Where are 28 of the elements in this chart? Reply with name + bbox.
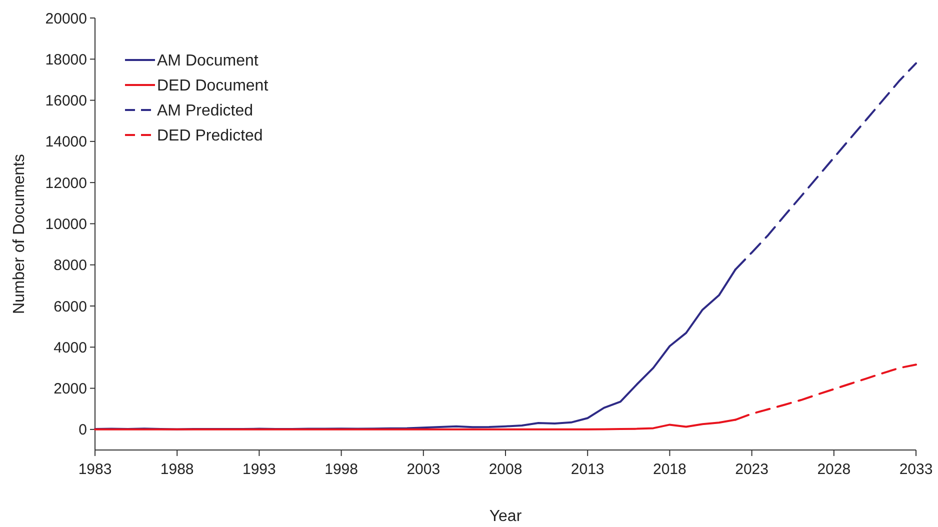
y-tick-label: 4000	[54, 339, 87, 356]
legend-label: AM Document	[157, 52, 259, 70]
x-tick-label: 2008	[488, 461, 522, 478]
x-axis-title: Year	[489, 508, 522, 525]
x-tick-label: 1998	[324, 461, 358, 478]
x-tick-label: 2013	[570, 461, 604, 478]
y-axis-title: Number of Documents	[11, 154, 28, 314]
y-tick-label: 14000	[45, 134, 87, 151]
x-tick-label: 2003	[406, 461, 440, 478]
legend-label: DED Document	[157, 78, 269, 95]
legend-label: DED Predicted	[157, 128, 263, 145]
y-tick-label: 12000	[45, 174, 87, 192]
y-tick-label: 18000	[45, 51, 87, 68]
x-tick-label: 1993	[242, 461, 276, 478]
y-tick-label: 20000	[45, 10, 87, 28]
x-tick-label: 2028	[817, 461, 851, 478]
y-tick-label: 6000	[54, 298, 87, 316]
y-tick-label: 8000	[54, 257, 87, 274]
x-tick-label: 2023	[735, 461, 768, 478]
legend-label: AM Predicted	[157, 102, 254, 120]
y-tick-label: 10000	[45, 216, 87, 233]
x-tick-label: 2018	[653, 461, 686, 478]
y-tick-label: 2000	[54, 380, 87, 398]
x-tick-label: 1983	[78, 461, 112, 478]
x-tick-label: 2033	[899, 461, 933, 478]
x-tick-label: 1988	[160, 461, 194, 478]
y-tick-label: 0	[78, 422, 87, 439]
y-tick-label: 16000	[45, 92, 87, 110]
